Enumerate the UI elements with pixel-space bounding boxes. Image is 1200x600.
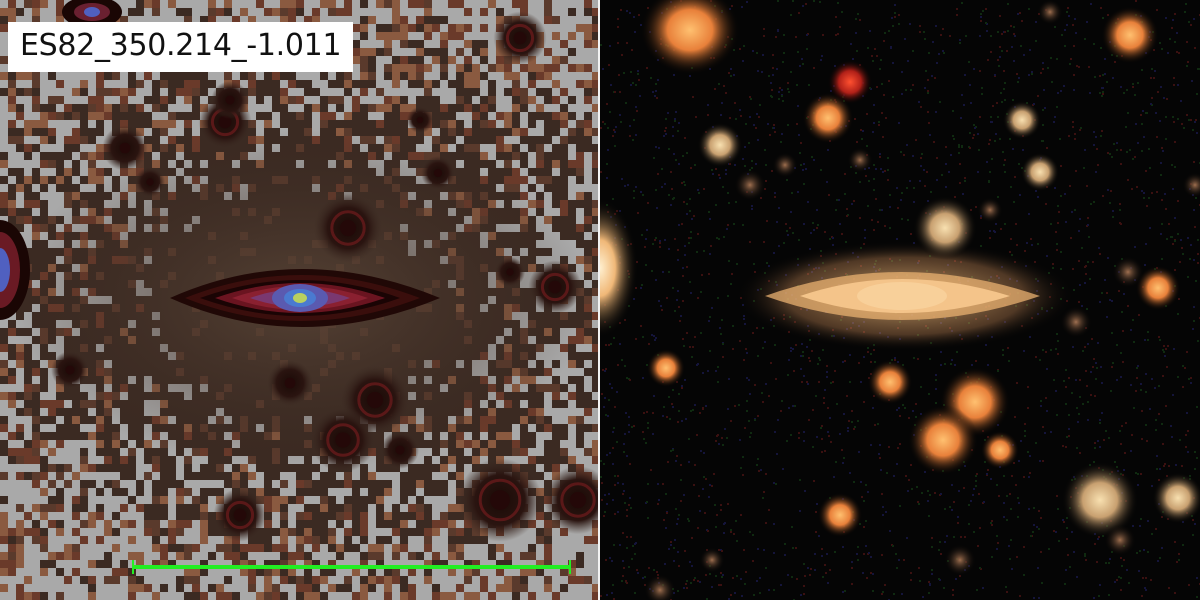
object-id-label: ES82_350.214_-1.011 xyxy=(8,22,354,72)
color-composite-image xyxy=(600,0,1200,600)
main-galaxy xyxy=(735,241,1075,351)
left-image-panel: ES82_350.214_-1.011 xyxy=(0,0,600,600)
right-image-panel xyxy=(600,0,1200,600)
scale-bar xyxy=(132,560,571,574)
galaxy-isophotes xyxy=(170,269,440,327)
residual-image xyxy=(0,0,600,600)
top-source xyxy=(62,0,122,28)
edge-source xyxy=(0,220,30,320)
